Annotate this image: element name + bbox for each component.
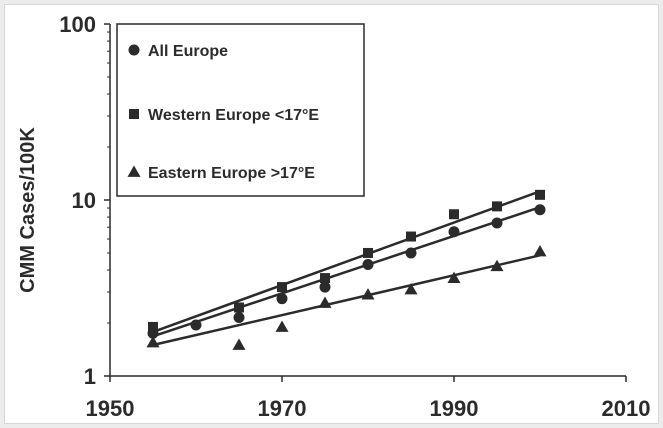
data-point-circle <box>405 247 417 259</box>
data-point-circle <box>491 217 503 229</box>
data-point-square <box>535 189 545 200</box>
legend-marker-circle <box>128 44 140 56</box>
x-tick-label: 1950 <box>86 396 135 421</box>
data-point-square <box>234 302 244 313</box>
trendlines <box>152 190 541 347</box>
data-point-circle <box>190 319 202 331</box>
data-point-square <box>406 231 416 242</box>
axes <box>104 23 627 382</box>
legend-label: Eastern Europe >17°E <box>148 165 315 182</box>
trendline-triangle <box>152 254 541 347</box>
x-tick-label: 1990 <box>430 396 479 421</box>
y-axis-label: CMM Cases/100K <box>17 127 39 293</box>
tick-labels: 1950 1970 1990 2010 1 10 100 <box>59 12 650 421</box>
data-point-triangle <box>232 338 246 350</box>
legend-box <box>116 23 365 197</box>
data-point-triangle <box>404 283 418 295</box>
data-point-square <box>277 282 287 293</box>
data-point-circle <box>233 311 245 323</box>
data-point-triangle <box>318 296 332 308</box>
data-point-square <box>363 247 373 258</box>
legend-label: All Europe <box>148 43 228 60</box>
data-point-circle <box>276 293 288 305</box>
trendline-square <box>152 190 541 334</box>
data-point-circle <box>319 281 331 293</box>
x-tick-label: 2010 <box>602 396 651 421</box>
legend: All Europe Western Europe <17°E Eastern Eu… <box>116 23 365 197</box>
data-point-square <box>320 273 330 284</box>
y-tick-label: 10 <box>72 188 96 213</box>
legend-marker-triangle <box>127 165 141 177</box>
legend-marker-square <box>129 109 139 119</box>
y-tick-label: 100 <box>59 12 96 37</box>
x-tick-label: 1970 <box>258 396 307 421</box>
data-point-circle <box>534 204 546 216</box>
data-point-triangle <box>146 336 160 348</box>
data-point-circle <box>362 259 374 271</box>
data-point-square <box>492 201 502 212</box>
trendline-circle <box>152 206 541 338</box>
data-point-square <box>449 209 459 220</box>
data-point-circle <box>448 226 460 238</box>
data-point-triangle <box>533 244 547 257</box>
data-point-triangle <box>275 320 289 332</box>
data-point-square <box>148 321 158 332</box>
data-point-triangle <box>361 288 375 300</box>
legend-label: Western Europe <17°E <box>148 107 319 124</box>
data-points <box>146 189 547 350</box>
data-point-triangle <box>490 259 504 272</box>
data-point-triangle <box>447 271 461 283</box>
y-tick-label: 1 <box>84 364 96 389</box>
